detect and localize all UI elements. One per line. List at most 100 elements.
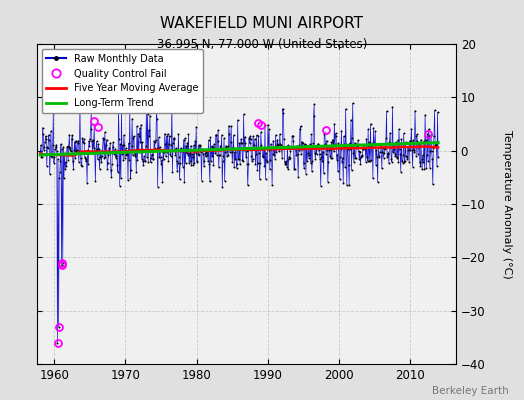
Point xyxy=(361,146,369,152)
Point xyxy=(103,136,111,143)
Point xyxy=(261,176,270,182)
Point xyxy=(319,148,328,155)
Point xyxy=(350,158,358,165)
Point xyxy=(247,152,256,159)
Point xyxy=(63,144,71,150)
Point xyxy=(329,136,337,143)
Point xyxy=(135,149,143,155)
Point xyxy=(141,157,149,164)
Point xyxy=(151,137,160,143)
Point xyxy=(389,143,398,149)
Point xyxy=(189,162,198,169)
Point xyxy=(85,138,93,144)
Point xyxy=(418,166,427,172)
Point xyxy=(41,133,50,139)
Point xyxy=(91,149,99,155)
Point xyxy=(235,156,243,163)
Point xyxy=(76,100,84,107)
Point xyxy=(81,155,90,161)
Point xyxy=(160,130,169,137)
Point xyxy=(105,150,114,156)
Point xyxy=(67,148,75,154)
Point xyxy=(73,147,81,153)
Point xyxy=(155,134,163,141)
Point xyxy=(318,158,326,165)
Point xyxy=(72,148,81,154)
Point xyxy=(206,134,215,140)
Point xyxy=(141,142,150,149)
Point xyxy=(40,146,48,153)
Point xyxy=(250,136,259,142)
Point xyxy=(249,142,258,148)
Point xyxy=(196,143,204,149)
Point xyxy=(227,123,235,129)
Point xyxy=(393,154,401,161)
Point xyxy=(271,156,279,162)
Point xyxy=(376,148,384,155)
Point xyxy=(159,156,168,163)
Point xyxy=(326,153,334,160)
Point xyxy=(293,151,302,157)
Point xyxy=(213,152,221,158)
Point xyxy=(119,157,127,164)
Point xyxy=(220,135,228,142)
Point xyxy=(264,122,272,128)
Point xyxy=(61,159,70,165)
Point xyxy=(275,148,283,154)
Point xyxy=(347,167,356,174)
Point xyxy=(413,138,421,144)
Point xyxy=(167,153,175,159)
Point xyxy=(401,158,409,164)
Point xyxy=(425,133,433,139)
Point xyxy=(317,154,325,160)
Point xyxy=(338,159,346,165)
Point xyxy=(396,151,405,157)
Point xyxy=(231,156,239,162)
Point xyxy=(323,146,331,153)
Point xyxy=(52,141,60,148)
Point xyxy=(104,160,112,166)
Point xyxy=(254,133,263,139)
Point xyxy=(310,101,319,107)
Point xyxy=(406,147,414,154)
Point xyxy=(384,149,392,156)
Point xyxy=(225,122,233,129)
Point xyxy=(168,100,176,107)
Point xyxy=(190,142,198,148)
Point xyxy=(430,107,439,114)
Point xyxy=(398,159,407,166)
Point xyxy=(407,138,415,144)
Point xyxy=(85,142,94,149)
Point xyxy=(70,138,79,145)
Point xyxy=(364,126,373,132)
Point xyxy=(148,151,157,157)
Point xyxy=(66,144,74,151)
Point xyxy=(302,170,310,177)
Point xyxy=(257,142,266,148)
Point xyxy=(209,143,217,150)
Point xyxy=(137,121,145,128)
Point xyxy=(320,131,329,137)
Point xyxy=(324,178,332,185)
Point xyxy=(381,146,389,152)
Point xyxy=(75,148,83,154)
Point xyxy=(149,156,157,162)
Point xyxy=(176,160,184,166)
Point xyxy=(343,182,351,188)
Point xyxy=(187,162,195,168)
Point xyxy=(415,141,423,148)
Point xyxy=(365,139,374,146)
Point xyxy=(164,158,172,164)
Point xyxy=(172,145,180,151)
Point xyxy=(252,161,260,167)
Point xyxy=(301,143,310,149)
Point xyxy=(107,174,116,180)
Point xyxy=(389,149,397,155)
Point xyxy=(101,154,110,160)
Text: Berkeley Earth: Berkeley Earth xyxy=(432,386,508,396)
Point xyxy=(303,150,312,156)
Point xyxy=(102,142,110,148)
Point xyxy=(136,125,144,131)
Point xyxy=(119,132,128,138)
Point xyxy=(193,158,201,164)
